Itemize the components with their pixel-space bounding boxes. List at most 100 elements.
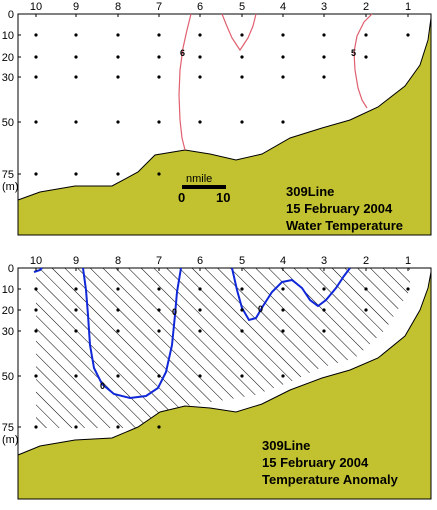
station-dot	[240, 374, 244, 378]
station-dot	[34, 33, 38, 37]
station-dot	[74, 329, 78, 333]
depth-label: 10	[2, 284, 14, 296]
station-label: 5	[239, 1, 245, 13]
station-dot	[281, 55, 285, 59]
station-dot	[157, 55, 161, 59]
station-dot	[74, 55, 78, 59]
station-dot	[34, 425, 38, 429]
scale-start: 0	[178, 190, 185, 205]
station-dot	[406, 33, 410, 37]
panel-title: Temperature Anomaly	[262, 472, 399, 487]
station-dot	[116, 425, 120, 429]
station-dot	[116, 329, 120, 333]
station-dot	[240, 33, 244, 37]
station-axis: 10 9 8 7 6 5 4 3 2 1	[30, 1, 411, 17]
water-temperature-panel: 6 5 10 9 8 7 6 5 4 3 2 1 0 10 20 30 50 75(m) nmile 0 1…	[2, 1, 432, 236]
station-dot	[322, 33, 326, 37]
station-label: 2	[363, 255, 369, 267]
depth-label: 20	[2, 305, 14, 317]
seabed	[17, 17, 432, 236]
station-dots	[34, 33, 410, 176]
depth-axis: 0 10 20 30 50 75(m)	[2, 9, 21, 193]
station-dot	[198, 308, 202, 312]
line-name: 309Line	[262, 438, 310, 453]
station-dot	[240, 287, 244, 291]
station-label: 6	[197, 255, 203, 267]
depth-axis: 0 10 20 30 50 75(m)	[2, 263, 21, 446]
station-dot	[34, 120, 38, 124]
station-dot	[157, 329, 161, 333]
anomaly-contour-right	[231, 267, 351, 322]
station-dot	[34, 374, 38, 378]
date: 15 February 2004	[262, 455, 369, 470]
station-dot	[198, 374, 202, 378]
station-dot	[74, 425, 78, 429]
station-label: 1	[405, 1, 411, 13]
station-dot	[116, 75, 120, 79]
depth-label: 50	[2, 117, 14, 129]
negative-anomaly-hatch	[36, 268, 410, 428]
scale-bar-line	[182, 185, 226, 189]
station-dot	[198, 55, 202, 59]
station-dot	[74, 33, 78, 37]
depth-label: 30	[2, 326, 14, 338]
temperature-contour-6	[178, 13, 192, 151]
contour-label: 0	[100, 381, 105, 391]
date: 15 February 2004	[286, 201, 393, 216]
station-dot	[116, 172, 120, 176]
temperature-contour-5a	[221, 13, 257, 52]
station-dot	[116, 374, 120, 378]
depth-label: 75	[2, 169, 14, 181]
station-dot	[281, 329, 285, 333]
station-dot	[157, 287, 161, 291]
temperature-contour-5b	[353, 13, 373, 109]
station-dot	[322, 329, 326, 333]
station-dot	[240, 120, 244, 124]
station-dot	[281, 33, 285, 37]
station-dot	[116, 120, 120, 124]
depth-unit: (m)	[2, 434, 19, 446]
station-label: 2	[363, 1, 369, 13]
scale-bar: nmile 0 10	[178, 173, 230, 205]
depth-label: 20	[2, 52, 14, 64]
station-dot	[34, 55, 38, 59]
station-dot	[322, 75, 326, 79]
station-dot	[74, 120, 78, 124]
station-dot	[281, 287, 285, 291]
depth-label: 50	[2, 371, 14, 383]
station-label: 9	[73, 1, 79, 13]
station-dot	[34, 329, 38, 333]
station-dot	[157, 120, 161, 124]
station-dot	[322, 308, 326, 312]
contour-label: 0	[172, 307, 177, 317]
station-label: 10	[30, 1, 42, 13]
temperature-anomaly-panel: 0 0 0 10 9 8 7 6 5 4 3 2 1 0 10 20 30 50 75(m) 309Line…	[2, 255, 432, 500]
station-dot	[116, 33, 120, 37]
station-dot	[74, 75, 78, 79]
station-dot	[281, 308, 285, 312]
station-dot	[157, 425, 161, 429]
station-label: 1	[405, 255, 411, 267]
station-label: 6	[197, 1, 203, 13]
station-dot	[240, 308, 244, 312]
station-label: 5	[239, 255, 245, 267]
station-dot	[74, 172, 78, 176]
station-dot	[322, 55, 326, 59]
depth-label: 0	[8, 9, 14, 21]
station-dots	[34, 287, 410, 429]
station-dot	[157, 75, 161, 79]
station-dot	[116, 55, 120, 59]
station-dot	[74, 374, 78, 378]
station-dot	[116, 308, 120, 312]
station-dot	[157, 33, 161, 37]
station-dot	[116, 287, 120, 291]
station-dot	[364, 287, 368, 291]
station-dot	[364, 33, 368, 37]
station-dot	[198, 329, 202, 333]
station-dot	[74, 308, 78, 312]
depth-label: 75	[2, 422, 14, 434]
station-label: 7	[156, 255, 162, 267]
anomaly-contour-edge	[33, 267, 43, 273]
station-label: 9	[73, 255, 79, 267]
station-label: 7	[156, 1, 162, 13]
